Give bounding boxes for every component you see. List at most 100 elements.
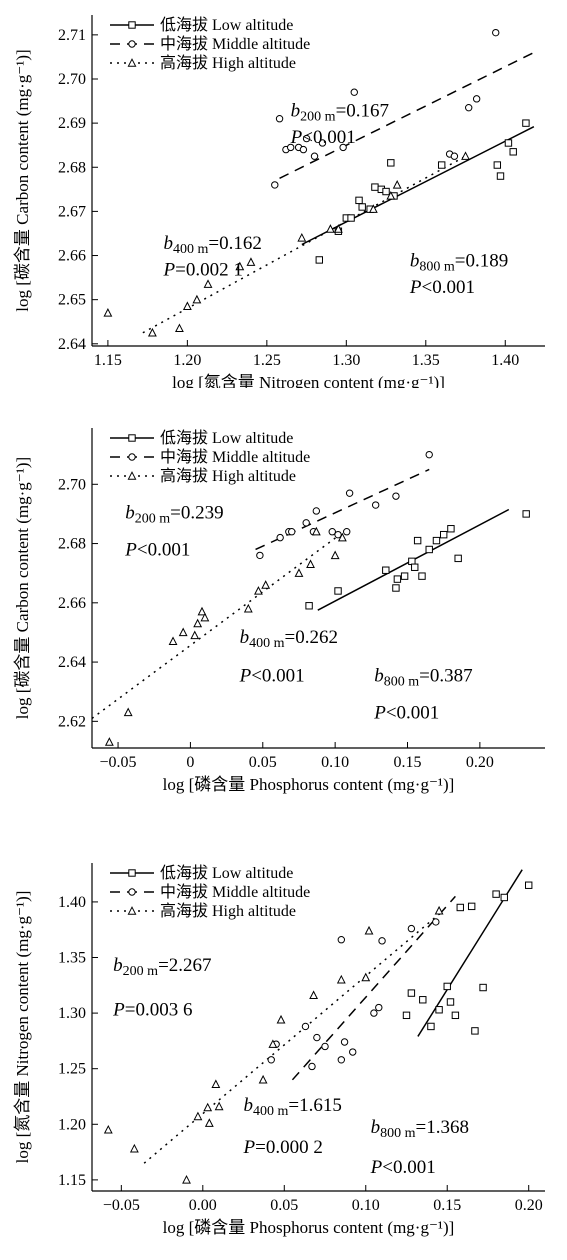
legend-label: 中海拔 Middle altitude	[160, 883, 310, 901]
data-point-square	[525, 881, 533, 889]
p-value-label: P=0.003 6	[112, 999, 192, 1020]
chart-panel-1: 2.64 2.65 2.66 2.67 2.68 2.69 2.70 2.71 1.15 1.20…	[13, 15, 545, 388]
data-point-triangle	[337, 532, 347, 542]
y-tick-label: 2.70	[58, 476, 86, 493]
data-point-circle	[313, 1033, 321, 1042]
p-value-label: P<0.001	[373, 702, 439, 723]
data-point-triangle	[311, 526, 321, 536]
data-point-square	[471, 1027, 479, 1035]
data-point-triangle	[261, 580, 271, 589]
x-tick-label: 0.15	[394, 754, 422, 771]
series-triangle	[103, 905, 444, 1184]
data-point-circle	[286, 143, 295, 152]
data-point-circle	[308, 1062, 316, 1071]
x-tick-label: −0.05	[100, 754, 137, 771]
fit-line-circle	[279, 51, 535, 179]
data-point-circle	[425, 450, 433, 459]
y-tick-label: 1.30	[58, 1005, 86, 1022]
legend-label: 高海拔 High altitude	[160, 467, 296, 485]
data-point-square	[467, 902, 476, 911]
data-point-circle	[370, 1009, 378, 1017]
data-point-square	[437, 161, 446, 169]
data-point-square	[407, 989, 416, 997]
data-point-circle	[343, 528, 351, 536]
data-point-circle	[432, 918, 440, 926]
slope-label: b400 m=0.162	[164, 233, 262, 257]
x-tick-label: 0.15	[433, 1197, 461, 1214]
data-point-triangle	[294, 568, 304, 577]
data-point-square	[427, 1022, 435, 1031]
slope-label: b800 m=0.189	[410, 251, 508, 275]
y-tick-label: 2.65	[58, 292, 86, 309]
y-tick-label: 2.66	[58, 248, 86, 265]
x-tick-label: 0.05	[249, 754, 277, 771]
y-axis-title: log [氮含量 Nitrogen content (mg·g⁻¹)]	[13, 891, 32, 1164]
data-point-triangle	[392, 180, 402, 189]
data-point-circle	[310, 152, 319, 160]
data-point-triangle	[203, 279, 213, 288]
p-value-label: P<0.001	[290, 127, 356, 148]
data-point-circle	[465, 103, 473, 112]
data-point-square	[446, 998, 455, 1006]
series-circle	[271, 28, 500, 189]
p-value-label: P=0.002 1	[163, 259, 243, 280]
data-point-circle	[312, 507, 321, 515]
x-tick-label: 1.40	[491, 352, 519, 369]
data-point-square	[355, 196, 363, 205]
data-point-square	[402, 1011, 411, 1020]
data-point-square	[393, 575, 402, 583]
data-point-triangle	[254, 586, 263, 595]
slope-label: b400 m=1.615	[244, 1095, 342, 1119]
data-point-triangle	[178, 627, 188, 637]
legend-label: 低海拔 Low altitude	[160, 16, 293, 34]
p-value-label: P=0.000 2	[243, 1137, 323, 1158]
x-axis-title: log [氮含量 Nitrogen content (mg·g⁻¹)]	[172, 373, 445, 388]
data-point-triangle	[147, 327, 157, 337]
data-point-triangle	[129, 1143, 139, 1153]
data-point-circle	[371, 501, 380, 509]
y-tick-label: 2.62	[58, 713, 86, 730]
data-point-square	[447, 525, 455, 533]
data-point-square	[411, 563, 419, 571]
data-point-triangle	[168, 636, 178, 646]
data-point-triangle	[276, 1014, 286, 1024]
slope-label: b200 m=0.239	[125, 502, 223, 526]
x-tick-label: 1.25	[253, 352, 281, 369]
data-point-square	[435, 1006, 443, 1014]
data-point-square	[454, 554, 462, 563]
y-tick-label: 2.70	[58, 71, 86, 88]
y-axis-title: log [碳含量 Carbon content (mg·g⁻¹)]	[13, 49, 32, 311]
data-point-triangle	[182, 301, 192, 310]
data-point-square	[522, 510, 530, 518]
data-point-circle	[267, 1056, 275, 1064]
legend-label: 低海拔 Low altitude	[160, 429, 293, 447]
data-point-circle	[321, 1042, 329, 1051]
fit-line-circle	[291, 895, 456, 1081]
data-point-triangle	[193, 1111, 203, 1121]
legend-marker-triangle	[127, 471, 137, 480]
data-point-triangle	[123, 707, 133, 717]
data-point-circle	[256, 551, 264, 560]
data-point-triangle	[326, 224, 335, 233]
legend-marker-square	[128, 869, 136, 877]
data-point-circle	[328, 528, 336, 536]
data-point-square	[382, 187, 390, 196]
data-point-circle	[375, 1003, 383, 1012]
data-point-square	[492, 890, 500, 898]
legend-marker-triangle	[127, 58, 137, 67]
data-point-circle	[450, 152, 459, 160]
x-tick-label: 0.10	[321, 754, 349, 771]
data-point-triangle	[386, 191, 396, 200]
slope-label: b400 m=0.262	[240, 627, 338, 651]
x-axis-title: log [磷含量 Phosphorus content (mg·g⁻¹)]	[163, 775, 455, 794]
data-point-square	[504, 139, 513, 147]
x-tick-label: 0.20	[466, 754, 494, 771]
data-point-triangle	[204, 1118, 214, 1127]
y-tick-label: 2.66	[58, 595, 86, 612]
data-point-square	[493, 161, 502, 169]
y-tick-label: 1.25	[58, 1061, 86, 1078]
data-point-square	[432, 536, 441, 545]
data-point-triangle	[193, 618, 203, 628]
y-axis-title: log [碳含量 Carbon content (mg·g⁻¹)]	[13, 457, 32, 719]
